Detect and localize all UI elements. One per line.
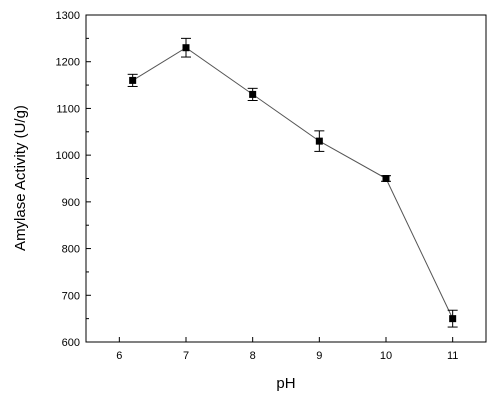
data-point — [449, 315, 457, 323]
series-line — [132, 47, 454, 319]
y-tick-label: 1000 — [56, 150, 80, 162]
x-tick-label: 10 — [380, 350, 392, 362]
y-axis-title: Amylase Activity (U/g) — [12, 105, 29, 251]
data-point — [182, 44, 190, 52]
y-axis: 600 700 800 900 1000 1100 1200 1300 — [56, 10, 91, 349]
y-tick-label: 1300 — [56, 10, 80, 22]
data-point — [382, 175, 390, 182]
x-tick-label: 7 — [183, 350, 189, 362]
data-point — [315, 137, 323, 145]
series-layer — [127, 37, 458, 328]
y-tick-label: 800 — [62, 244, 80, 256]
data-point — [249, 90, 257, 98]
x-tick-label: 9 — [316, 350, 322, 362]
y-tick-label: 1100 — [56, 103, 80, 115]
y-tick-label: 600 — [62, 337, 80, 349]
x-tick-label: 11 — [447, 350, 458, 362]
y-tick-label: 700 — [62, 290, 80, 302]
x-tick-label: 8 — [250, 350, 256, 362]
data-point — [129, 76, 137, 84]
plot-frame — [85, 14, 487, 343]
y-tick-label: 1200 — [56, 57, 80, 69]
y-tick-label: 900 — [62, 197, 80, 209]
x-axis-title: pH — [276, 375, 295, 392]
x-axis: 6 7 8 9 10 11 — [116, 337, 458, 362]
x-tick-label: 6 — [116, 350, 122, 362]
